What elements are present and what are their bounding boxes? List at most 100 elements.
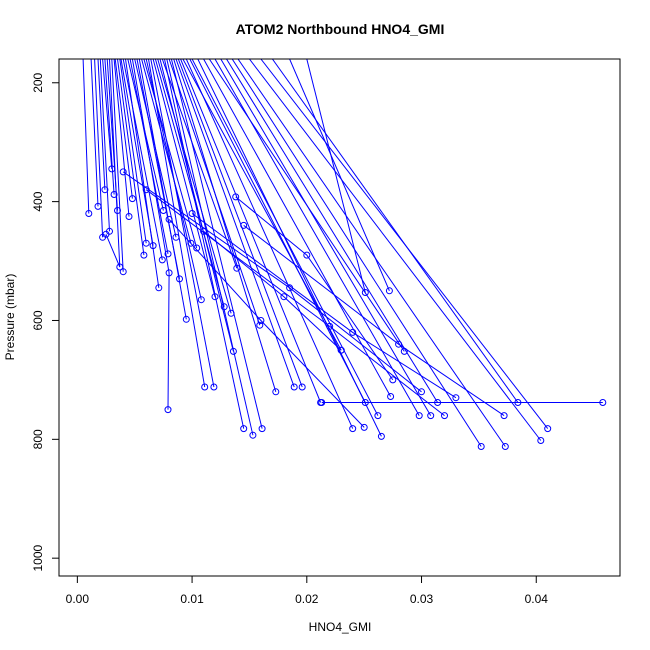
data-point — [286, 284, 294, 292]
series-line-56 — [271, 59, 519, 403]
data-point — [176, 275, 183, 283]
series-line-53 — [237, 59, 506, 447]
data-point — [210, 383, 218, 391]
series-line-34 — [164, 59, 245, 429]
data-point — [298, 383, 306, 391]
data-point — [240, 425, 248, 433]
data-point — [158, 256, 166, 264]
data-point — [142, 239, 150, 247]
series-line-60 — [235, 196, 394, 381]
data-point — [537, 437, 545, 444]
series-line-28 — [150, 59, 215, 388]
series-line-65 — [168, 219, 365, 428]
series-line-20 — [131, 59, 170, 410]
data-point — [387, 393, 395, 400]
data-point — [389, 376, 397, 384]
data-point — [114, 207, 121, 214]
data-point — [349, 425, 357, 433]
data-point — [149, 242, 157, 250]
x-tick-label: 0.00 — [66, 592, 90, 606]
series-line-14 — [119, 59, 147, 244]
x-tick-label: 0.01 — [180, 592, 204, 606]
data-point — [232, 193, 240, 201]
series-line-47 — [203, 59, 392, 397]
data-point — [395, 340, 403, 348]
series-line-46 — [197, 59, 382, 437]
series-line-13 — [117, 59, 145, 256]
x-tick-label: 0.03 — [410, 592, 434, 606]
data-point — [427, 412, 435, 420]
data-point — [514, 399, 522, 406]
series-line-27 — [148, 59, 206, 388]
data-point — [374, 412, 382, 420]
series-line-29 — [152, 59, 216, 297]
data-point — [452, 394, 460, 402]
series-line-38 — [173, 59, 277, 392]
series-line-17 — [125, 59, 160, 288]
data-point — [233, 264, 241, 272]
data-point — [290, 383, 298, 391]
data-point — [361, 289, 369, 296]
data-point — [188, 210, 196, 217]
data-point — [400, 347, 408, 355]
data-point — [415, 412, 423, 420]
series-line-40 — [177, 59, 303, 388]
data-point — [360, 423, 368, 431]
data-point — [501, 443, 509, 450]
data-point — [116, 263, 124, 271]
data-point — [434, 399, 442, 406]
series-line-12 — [114, 59, 133, 199]
series-line-66 — [203, 230, 342, 351]
x-tick-label: 0.04 — [525, 592, 549, 606]
data-point — [385, 287, 393, 295]
series-line-43 — [185, 59, 354, 429]
data-point — [377, 432, 385, 440]
data-point — [326, 322, 334, 330]
data-point — [500, 412, 508, 420]
x-axis: 0.00 0.01 0.02 0.03 0.04 — [66, 576, 549, 606]
data-point — [337, 346, 345, 354]
series-line-58 — [306, 59, 366, 293]
data-point — [211, 293, 219, 301]
series-line-24 — [141, 59, 192, 244]
data-point — [165, 215, 173, 223]
plot-frame — [58, 58, 621, 577]
data-point — [182, 315, 190, 323]
data-point — [197, 296, 205, 304]
data-point — [102, 230, 110, 238]
series-line-4 — [97, 59, 106, 190]
data-point — [258, 425, 266, 433]
series-line-62 — [145, 189, 445, 416]
data-point — [94, 202, 102, 210]
series-line-9 — [105, 59, 121, 268]
data-point — [201, 383, 209, 391]
series-line-16 — [122, 59, 163, 260]
plot-points — [85, 165, 607, 450]
data-point — [172, 233, 180, 241]
data-point — [164, 250, 172, 258]
series-line-30 — [154, 59, 225, 307]
data-point — [101, 186, 109, 194]
data-point — [229, 347, 237, 355]
series-line-42 — [182, 59, 342, 351]
data-point — [125, 213, 133, 220]
y-tick-label: 1000 — [31, 545, 45, 572]
data-point — [165, 269, 173, 277]
series-line-1 — [82, 59, 90, 214]
series-line-5 — [99, 59, 110, 232]
data-point — [477, 443, 485, 450]
data-point — [200, 227, 208, 235]
series-line-64 — [243, 225, 505, 417]
data-point — [108, 165, 116, 173]
series-line-49 — [214, 59, 420, 416]
series-line-10 — [111, 59, 124, 272]
data-point — [119, 268, 127, 276]
series-line-61 — [122, 171, 422, 393]
data-point — [159, 207, 167, 214]
y-tick-label: 600 — [31, 310, 45, 330]
data-point — [544, 425, 552, 433]
data-point — [140, 251, 148, 259]
series-line-57 — [289, 59, 390, 291]
data-point — [240, 221, 248, 229]
